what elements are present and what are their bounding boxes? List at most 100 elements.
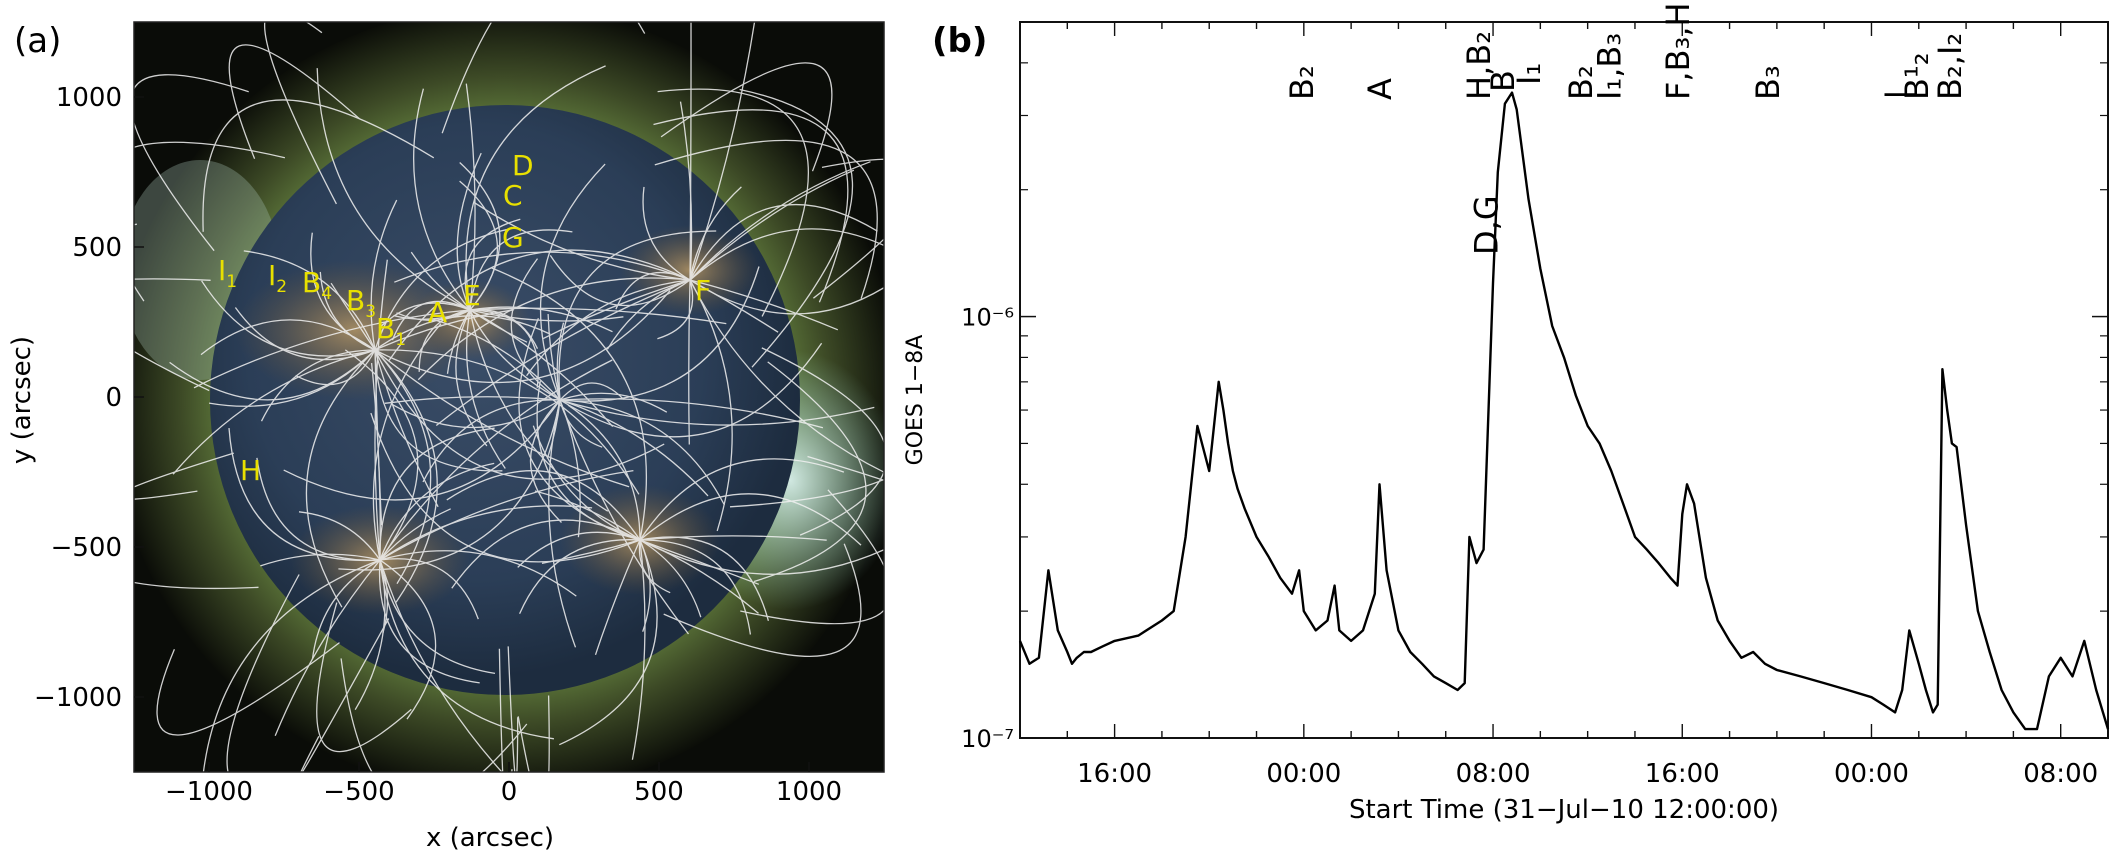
- field-line: [679, 101, 693, 281]
- field-line: [374, 349, 665, 480]
- panel-a-x-tick-label: 500: [634, 777, 684, 807]
- field-line: [542, 279, 691, 340]
- panel-b-y-axis-label: GOES 1−8A: [903, 335, 928, 466]
- field-line: [256, 457, 381, 561]
- goes-flux-line: [1018, 91, 2110, 731]
- field-line: [298, 511, 381, 561]
- event-label: F,B₃,H: [1659, 2, 1697, 100]
- panel-a-x-tick-label: 1000: [776, 777, 842, 807]
- field-line: [283, 399, 561, 501]
- field-line: [134, 278, 211, 281]
- field-line: [689, 169, 855, 281]
- field-line: [519, 539, 641, 615]
- field-line: [134, 581, 259, 590]
- field-line: [526, 279, 691, 377]
- field-line: [456, 152, 561, 401]
- field-line: [559, 539, 658, 746]
- field-line: [379, 559, 496, 675]
- region-label: E: [463, 279, 481, 312]
- panel-a-y-ticks: 1000 500 0 −500 −1000: [34, 83, 144, 713]
- field-line: [305, 349, 376, 608]
- panel-b-x-ticks: 16:00 00:00 08:00 16:00 00:00 08:00: [1019, 22, 2109, 789]
- event-label: B₂,I₂: [1931, 33, 1969, 100]
- event-label: A: [1361, 78, 1399, 100]
- field-line: [193, 309, 471, 389]
- solar-image: [134, 22, 884, 772]
- panel-a-y-tick-label: −500: [51, 533, 122, 563]
- field-line: [379, 427, 495, 561]
- field-line: [274, 559, 381, 737]
- field-line: [639, 539, 752, 635]
- field-line: [379, 559, 437, 720]
- field-line: [134, 74, 249, 252]
- field-line: [518, 318, 641, 541]
- field-line: [559, 399, 603, 448]
- field-line: [739, 88, 854, 368]
- field-line: [393, 309, 471, 320]
- field-line: [202, 559, 381, 772]
- field-line: [459, 162, 501, 311]
- field-line: [260, 553, 381, 567]
- event-label: D,G: [1467, 195, 1505, 255]
- event-label: B¹₂: [1898, 52, 1936, 100]
- field-line: [689, 279, 839, 331]
- field-line: [388, 249, 691, 361]
- field-line: [156, 642, 340, 736]
- field-line: [559, 266, 760, 402]
- field-line: [228, 44, 361, 159]
- field-line: [559, 399, 709, 497]
- field-line: [338, 399, 561, 571]
- field-line: [639, 458, 845, 541]
- field-line: [374, 349, 432, 585]
- field-line: [134, 452, 234, 500]
- magnetic-field-lines: [134, 22, 884, 772]
- field-line: [639, 535, 827, 541]
- field-line: [469, 309, 624, 322]
- active-region-e: [410, 280, 530, 360]
- field-line: [594, 539, 641, 656]
- panel-b-y-tick-label: 10⁻⁷: [961, 725, 1014, 753]
- field-line: [559, 399, 725, 506]
- panel-a-x-tick-label: 0: [501, 777, 518, 807]
- field-line: [807, 455, 884, 482]
- panel-a-y-tick-label: 500: [72, 233, 122, 263]
- field-line: [379, 462, 495, 561]
- field-line: [639, 539, 884, 575]
- field-line: [559, 392, 668, 413]
- panel-a-y-tick-label: 0: [105, 383, 122, 413]
- field-line: [263, 22, 337, 205]
- field-line: [559, 399, 690, 635]
- field-line: [316, 602, 412, 753]
- region-label: G: [502, 221, 524, 254]
- field-line: [639, 536, 770, 621]
- field-line: [354, 559, 386, 711]
- field-line: [539, 163, 606, 401]
- field-line: [663, 543, 862, 657]
- field-line: [548, 399, 577, 648]
- field-line: [657, 88, 809, 317]
- field-line: [330, 282, 376, 351]
- field-line: [451, 519, 641, 589]
- field-line: [202, 99, 435, 232]
- field-line: [300, 618, 390, 772]
- event-label: B₃: [1749, 65, 1787, 100]
- region-label: F: [695, 274, 711, 307]
- field-line: [510, 258, 561, 401]
- field-line: [813, 158, 884, 299]
- field-line: [688, 279, 691, 445]
- field-line: [559, 399, 875, 426]
- field-line: [422, 399, 561, 483]
- panel-a-y-axis-label: y (arcsec): [7, 336, 37, 464]
- event-label: H,B₂: [1460, 31, 1498, 100]
- region-label: H: [240, 454, 261, 487]
- field-line: [615, 272, 691, 310]
- field-line: [507, 646, 519, 772]
- field-line: [642, 186, 691, 281]
- field-line: [379, 508, 451, 561]
- field-line: [653, 109, 849, 303]
- field-line: [374, 349, 438, 603]
- event-label: I₁: [1510, 63, 1548, 85]
- panel-b-x-tick-label: 16:00: [1645, 759, 1720, 789]
- field-line: [689, 279, 733, 532]
